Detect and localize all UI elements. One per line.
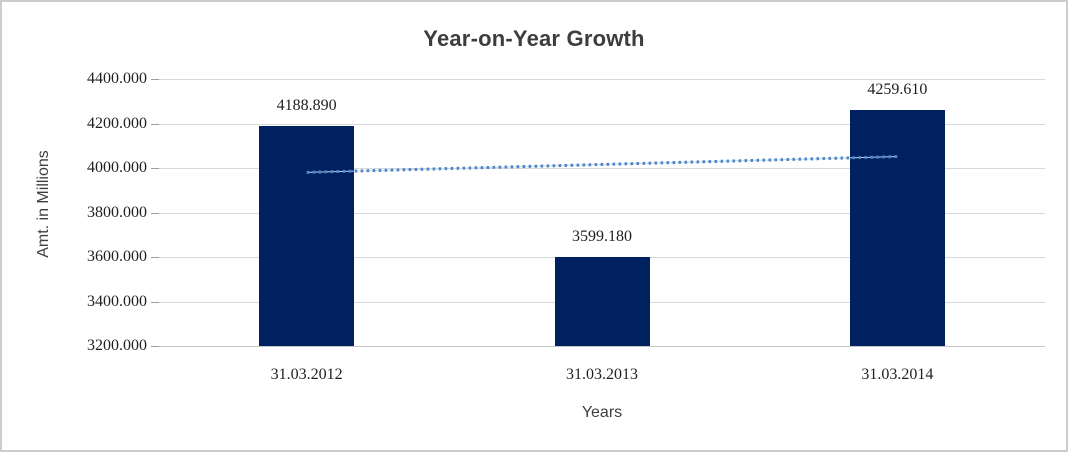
y-tick-label: 3200.000 (87, 337, 147, 354)
x-tick-label: 31.03.2014 (861, 366, 934, 383)
y-tick-label: 3800.000 (87, 204, 147, 221)
y-tick-label: 4400.000 (87, 70, 147, 87)
y-tick-mark (151, 257, 159, 258)
y-tick-mark (151, 124, 159, 125)
y-tick-mark (151, 168, 159, 169)
y-tick-label: 3400.000 (87, 293, 147, 310)
chart-title: Year-on-Year Growth (423, 26, 645, 51)
x-tick-label: 31.03.2013 (566, 366, 638, 383)
x-tick-label: 31.03.2012 (270, 366, 343, 383)
gridline (159, 79, 1045, 80)
y-tick-mark (151, 302, 159, 303)
bar (554, 257, 650, 346)
bar-value-label: 4259.610 (867, 81, 928, 99)
y-tick-label: 3600.000 (87, 248, 147, 265)
bar (259, 125, 355, 346)
x-axis-title: Years (581, 404, 623, 421)
x-axis-line (159, 346, 1045, 347)
gridline (159, 124, 1045, 125)
bar-value-label: 3599.180 (572, 228, 632, 246)
y-tick-mark (151, 213, 159, 214)
gridline (159, 213, 1045, 214)
bar (849, 110, 945, 346)
y-tick-label: 4000.000 (87, 159, 147, 176)
bar-value-label: 4188.890 (276, 96, 337, 114)
y-tick-mark (151, 79, 159, 80)
y-tick-mark (151, 346, 159, 347)
y-tick-label: 4200.000 (87, 115, 147, 132)
